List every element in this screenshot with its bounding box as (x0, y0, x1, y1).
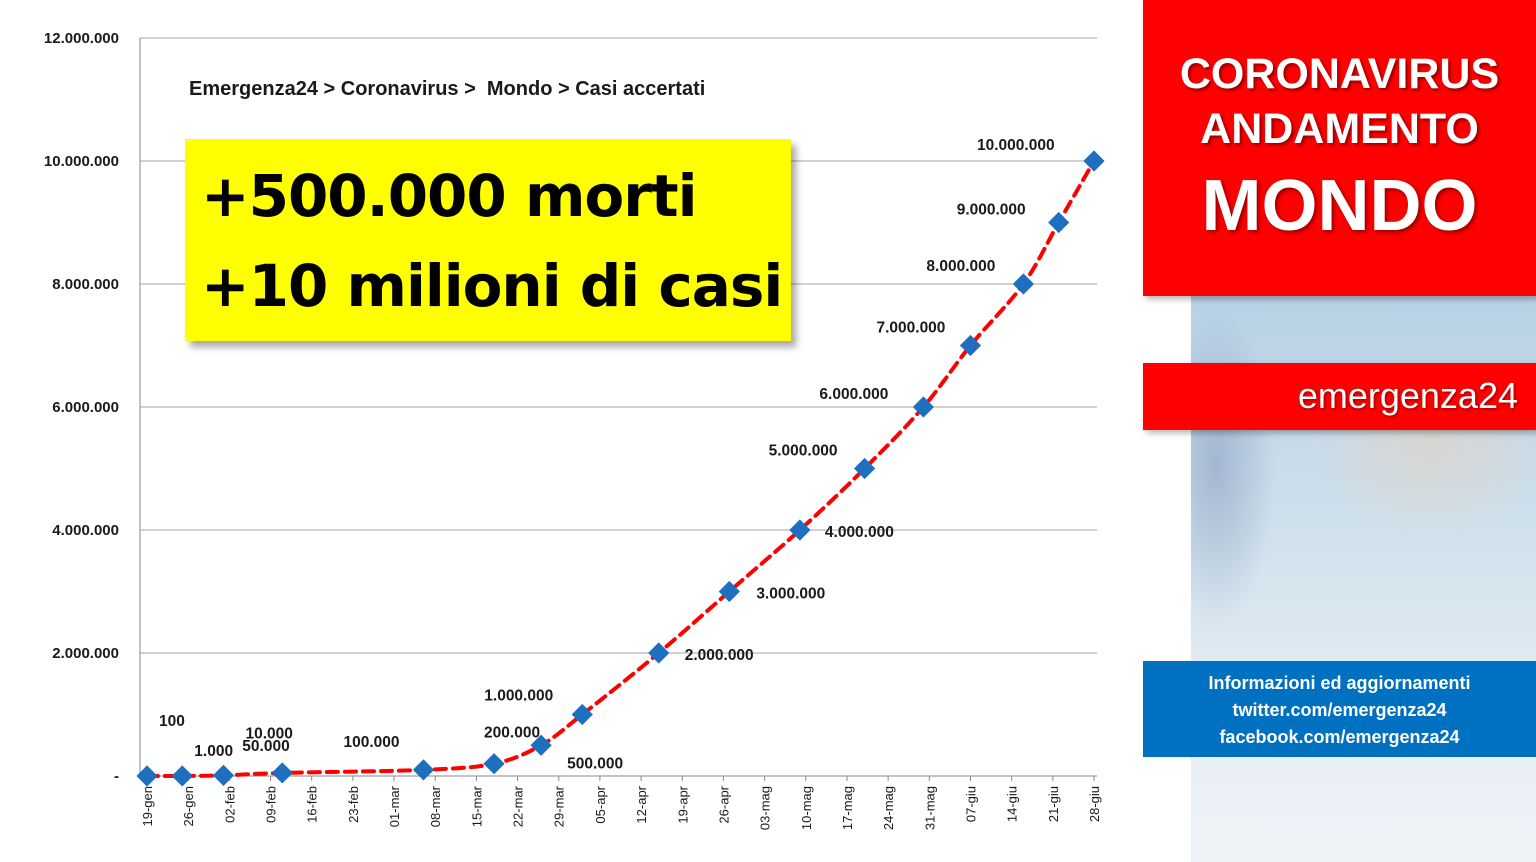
side-panel: CORONAVIRUS ANDAMENTO MONDO emergenza24 … (1143, 0, 1536, 862)
data-label: 3.000.000 (756, 586, 825, 603)
y-tick-label: 6.000.000 (52, 399, 119, 416)
data-label: 2.000.000 (685, 647, 754, 664)
data-label: 9.000.000 (957, 202, 1026, 219)
data-label: 50.000 (242, 738, 289, 755)
data-point-marker (912, 396, 935, 418)
x-tick-label: 12-apr (634, 785, 649, 823)
data-label: 4.000.000 (825, 524, 894, 541)
data-point-marker (530, 734, 552, 756)
data-label: 200.000 (484, 725, 540, 742)
info-text: Informazioni ed aggiornamenti (1208, 673, 1471, 693)
x-tick-label: 24-mag (881, 786, 896, 830)
title-line-mondo: MONDO (1201, 166, 1478, 246)
headline-callout: +500.000 morti +10 milioni di casi (185, 139, 791, 341)
x-tick-label: 08-mar (428, 785, 443, 827)
title-line-coronavirus: CORONAVIRUS (1179, 50, 1500, 98)
x-tick-label: 22-mar (511, 785, 526, 827)
y-axis-tick-labels: 12.000.000 10.000.000 8.000.000 6.000.000 4.… (44, 30, 119, 785)
x-tick-label: 09-feb (264, 786, 279, 823)
y-tick-label: - (114, 768, 119, 785)
x-tick-label: 10-mag (799, 786, 814, 830)
x-tick-label: 21-giu (1046, 786, 1061, 822)
data-point-marker (271, 762, 293, 784)
x-tick-label: 01-mar (387, 785, 402, 827)
data-label: 100 (159, 713, 185, 730)
x-tick-label: 19-gen (140, 786, 155, 826)
data-point-marker (212, 764, 235, 786)
x-axis-tick-labels: 19-gen 26-gen 02-feb 09-feb 16-feb 23-feb 01-m… (140, 776, 1102, 830)
data-point-marker (853, 457, 876, 480)
data-label: 5.000.000 (769, 443, 838, 460)
info-banner: Informazioni ed aggiornamenti twitter.co… (1143, 661, 1536, 757)
x-tick-label: 17-mag (840, 786, 855, 830)
y-tick-label: 8.000.000 (52, 276, 119, 293)
x-tick-label: 19-apr (675, 785, 690, 823)
data-point-marker (412, 759, 435, 781)
x-tick-label: 23-feb (346, 786, 361, 823)
data-point-marker (483, 753, 505, 775)
data-label: 10.000.000 (977, 137, 1055, 154)
data-point-marker (1048, 211, 1070, 234)
y-tick-label: 2.000.000 (52, 645, 119, 662)
y-tick-label: 10.000.000 (44, 153, 119, 170)
x-tick-label: 28-giu (1087, 786, 1102, 822)
data-point-marker (718, 580, 740, 603)
data-label: 1.000 (194, 743, 233, 760)
facebook-link[interactable]: facebook.com/emergenza24 (1219, 727, 1460, 747)
callout-deaths: +500.000 morti (201, 162, 697, 230)
data-label: 500.000 (567, 755, 623, 772)
data-point-marker (1083, 150, 1105, 172)
x-tick-label: 31-mag (922, 786, 937, 830)
x-tick-label: 14-giu (1005, 786, 1020, 822)
brand-banner: emergenza24 (1143, 363, 1536, 430)
data-point-marker (648, 642, 670, 664)
data-point-marker (136, 765, 158, 787)
x-tick-label: 29-mar (552, 785, 567, 827)
x-tick-label: 07-giu (963, 786, 978, 822)
y-tick-label: 4.000.000 (52, 522, 119, 539)
data-point-marker (959, 334, 982, 357)
data-label: 6.000.000 (819, 386, 888, 403)
x-tick-label: 05-apr (593, 785, 608, 823)
data-label: 10.000 (245, 725, 292, 742)
data-point-marker (1012, 273, 1035, 295)
y-tick-label: 12.000.000 (44, 30, 119, 47)
data-point-markers (136, 150, 1105, 787)
data-label: 100.000 (343, 734, 399, 751)
data-label: 1.000.000 (484, 688, 553, 705)
twitter-link[interactable]: twitter.com/emergenza24 (1232, 700, 1447, 720)
x-tick-label: 16-feb (305, 786, 320, 823)
data-point-marker (571, 703, 593, 726)
callout-cases: +10 milioni di casi (201, 252, 783, 320)
chart-breadcrumb: Emergenza24 > Coronavirus > Mondo > Casi… (189, 78, 705, 100)
x-tick-label: 02-feb (222, 786, 237, 823)
data-point-marker (171, 765, 193, 787)
data-label: 8.000.000 (926, 258, 995, 275)
brand-name: emergenza24 (1297, 375, 1518, 416)
data-label: 7.000.000 (876, 320, 945, 337)
x-tick-label: 15-mar (469, 785, 484, 827)
x-tick-label: 26-gen (181, 786, 196, 826)
x-tick-label: 03-mag (758, 786, 773, 830)
data-point-marker (789, 519, 811, 541)
title-banner: CORONAVIRUS ANDAMENTO MONDO (1143, 0, 1536, 296)
cases-line-chart: 12.000.000 10.000.000 8.000.000 6.000.000 4.… (44, 30, 1105, 830)
title-line-andamento: ANDAMENTO (1200, 105, 1479, 153)
x-tick-label: 26-apr (716, 785, 731, 823)
